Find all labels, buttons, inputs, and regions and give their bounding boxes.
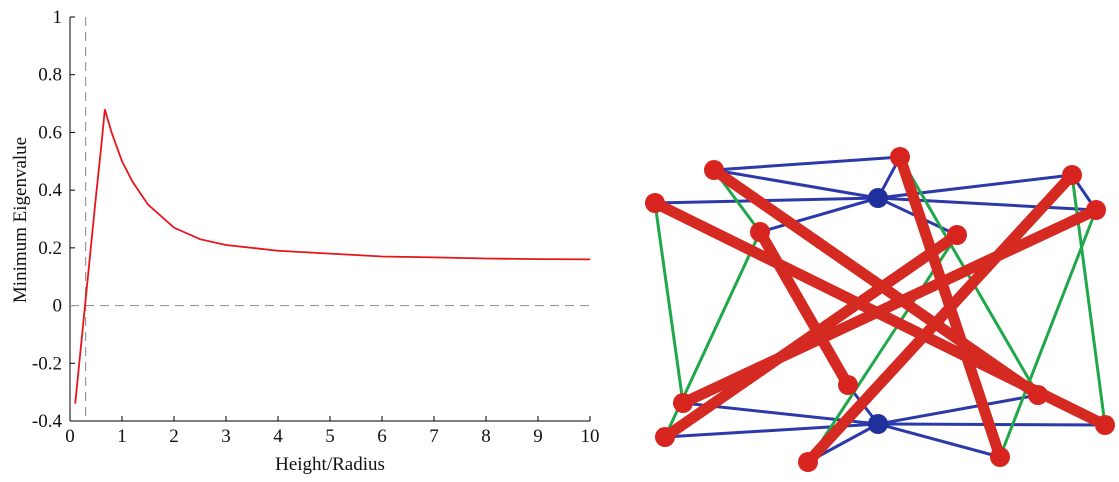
x-tick-label: 6	[377, 426, 387, 447]
y-axis-label: Minimum Eigenvalue	[10, 137, 31, 303]
x-axis-label: Height/Radius	[275, 454, 385, 475]
y-tick-label: 0.2	[38, 238, 62, 259]
x-tick-label: 9	[533, 426, 543, 447]
y-tick-label: 0.8	[38, 65, 62, 86]
y-tick-label: 0.6	[38, 122, 62, 143]
x-tick-label: 1	[117, 426, 127, 447]
x-tick-label: 3	[221, 426, 231, 447]
x-tick-label: 7	[429, 426, 439, 447]
y-tick-label: 0	[53, 296, 63, 317]
x-tick-label: 8	[481, 426, 491, 447]
nodes	[645, 147, 1115, 472]
y-tick-label: 0.4	[38, 180, 62, 201]
green-cables	[653, 155, 1107, 464]
x-tick-label: 4	[273, 426, 283, 447]
hubs	[868, 188, 888, 434]
x-tick-label: 2	[169, 426, 179, 447]
y-tick-label: 1	[53, 7, 63, 28]
x-tick-label: 5	[325, 426, 335, 447]
y-tick-label: -0.4	[32, 411, 63, 432]
x-tick-label: 10	[581, 426, 600, 447]
data-line	[74, 109, 591, 404]
tensegrity-model	[645, 147, 1115, 472]
chart: Height/Radius Minimum Eigenvalue -0.4 -0.…	[10, 7, 600, 475]
x-tick-label: 0	[65, 426, 75, 447]
struts	[649, 151, 1111, 468]
y-tick-label: -0.2	[32, 353, 62, 374]
